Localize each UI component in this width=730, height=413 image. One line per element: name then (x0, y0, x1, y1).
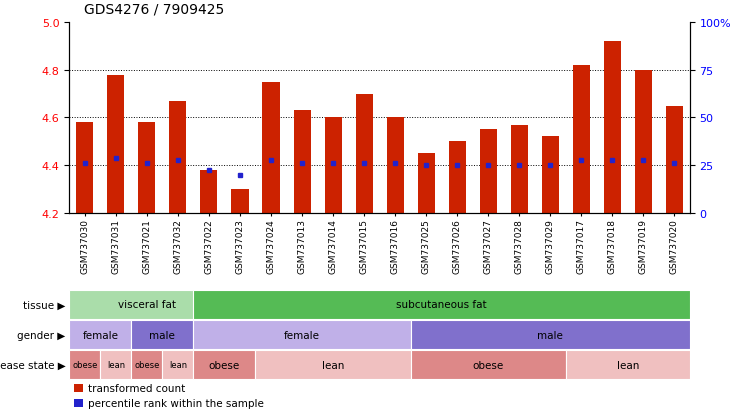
Bar (325, 118, 342, 213)
Bar (69, 320, 131, 349)
Text: percentile rank within the sample: percentile rank within the sample (88, 398, 264, 408)
Bar (107, 75, 124, 213)
Text: male: male (537, 330, 563, 340)
Bar (449, 142, 466, 213)
Bar (635, 71, 652, 213)
Text: female: female (284, 330, 320, 340)
Bar (169, 102, 186, 213)
Text: lean: lean (169, 361, 187, 369)
Text: obese: obese (72, 361, 98, 369)
Bar (131, 350, 162, 380)
Bar (193, 350, 256, 380)
Bar (101, 350, 131, 380)
Text: visceral fat: visceral fat (118, 299, 176, 310)
Bar (162, 350, 193, 380)
Text: lean: lean (322, 360, 345, 370)
Bar (74, 399, 83, 407)
Bar (293, 111, 310, 213)
Text: obese: obese (134, 361, 160, 369)
Bar (193, 320, 410, 349)
Bar (418, 154, 434, 213)
Bar (566, 350, 690, 380)
Text: gender ▶: gender ▶ (18, 330, 66, 340)
Text: lean: lean (107, 361, 125, 369)
Bar (231, 190, 248, 213)
Text: disease state ▶: disease state ▶ (0, 360, 66, 370)
Bar (542, 137, 558, 213)
Text: lean: lean (617, 360, 639, 370)
Bar (74, 384, 83, 392)
Bar (666, 106, 683, 213)
Bar (573, 66, 590, 213)
Text: obese: obese (209, 360, 240, 370)
Text: transformed count: transformed count (88, 383, 185, 393)
Text: male: male (150, 330, 175, 340)
Bar (255, 350, 410, 380)
Bar (77, 123, 93, 213)
Bar (410, 320, 690, 349)
Bar (387, 118, 404, 213)
Bar (69, 350, 100, 380)
Text: obese: obese (472, 360, 504, 370)
Text: subcutaneous fat: subcutaneous fat (396, 299, 487, 310)
Bar (193, 290, 690, 319)
Bar (263, 83, 280, 213)
Bar (69, 290, 224, 319)
Bar (480, 130, 496, 213)
Text: female: female (82, 330, 118, 340)
Bar (604, 42, 620, 213)
Bar (139, 123, 155, 213)
Text: GDS4276 / 7909425: GDS4276 / 7909425 (84, 2, 224, 16)
Bar (356, 95, 372, 213)
Bar (201, 171, 218, 213)
Text: tissue ▶: tissue ▶ (23, 299, 66, 310)
Bar (410, 350, 566, 380)
Bar (131, 320, 193, 349)
Bar (511, 125, 528, 213)
